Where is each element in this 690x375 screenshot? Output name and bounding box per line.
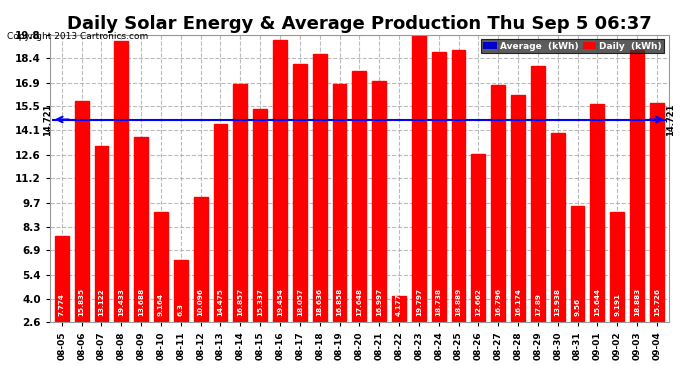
Bar xyxy=(75,101,88,366)
Bar xyxy=(273,40,287,366)
Text: 16.858: 16.858 xyxy=(337,288,342,316)
Bar xyxy=(511,95,525,366)
Bar xyxy=(610,212,624,366)
Text: 15.835: 15.835 xyxy=(79,288,85,316)
Text: 17.648: 17.648 xyxy=(356,288,362,316)
Bar xyxy=(95,146,108,366)
Bar xyxy=(591,104,604,366)
Text: 14.721: 14.721 xyxy=(43,103,52,136)
Text: 16.997: 16.997 xyxy=(376,288,382,316)
Text: 15.726: 15.726 xyxy=(654,288,660,316)
Text: 14.721: 14.721 xyxy=(667,103,676,136)
Bar xyxy=(55,236,69,366)
Text: Copyright 2013 Cartronics.com: Copyright 2013 Cartronics.com xyxy=(7,32,148,41)
Text: 4.177: 4.177 xyxy=(396,294,402,316)
Bar xyxy=(551,133,564,366)
Bar xyxy=(115,41,128,366)
Text: 7.774: 7.774 xyxy=(59,294,65,316)
Title: Daily Solar Energy & Average Production Thu Sep 5 06:37: Daily Solar Energy & Average Production … xyxy=(67,15,652,33)
Text: 9.191: 9.191 xyxy=(614,294,620,316)
Bar xyxy=(392,296,406,366)
Text: 6.3: 6.3 xyxy=(178,304,184,316)
Bar xyxy=(174,260,188,366)
Bar xyxy=(253,109,267,366)
Text: 15.644: 15.644 xyxy=(594,288,600,316)
Legend: Average  (kWh), Daily  (kWh): Average (kWh), Daily (kWh) xyxy=(481,39,664,54)
Bar xyxy=(650,103,664,366)
Bar xyxy=(154,213,168,366)
Bar xyxy=(372,81,386,366)
Text: 12.662: 12.662 xyxy=(475,288,482,316)
Text: 13.122: 13.122 xyxy=(99,289,104,316)
Bar xyxy=(353,70,366,366)
Text: 9.56: 9.56 xyxy=(575,298,580,316)
Bar xyxy=(194,197,208,366)
Bar xyxy=(630,50,644,366)
Bar xyxy=(491,85,505,366)
Text: 17.89: 17.89 xyxy=(535,294,541,316)
Text: 19.797: 19.797 xyxy=(416,288,422,316)
Text: 18.636: 18.636 xyxy=(317,288,323,316)
Bar xyxy=(293,64,307,366)
Text: 15.337: 15.337 xyxy=(257,289,263,316)
Bar xyxy=(412,34,426,366)
Text: 16.796: 16.796 xyxy=(495,288,501,316)
Text: 18.738: 18.738 xyxy=(435,288,442,316)
Bar xyxy=(471,154,485,366)
Bar xyxy=(135,137,148,366)
Text: 10.096: 10.096 xyxy=(197,288,204,316)
Bar xyxy=(432,53,446,366)
Bar xyxy=(313,54,326,366)
Bar xyxy=(333,84,346,366)
Text: 18.883: 18.883 xyxy=(634,288,640,316)
Bar xyxy=(531,66,545,366)
Text: 14.475: 14.475 xyxy=(217,289,224,316)
Text: 9.164: 9.164 xyxy=(158,294,164,316)
Text: 16.857: 16.857 xyxy=(237,288,244,316)
Text: 19.433: 19.433 xyxy=(118,289,124,316)
Text: 16.174: 16.174 xyxy=(515,289,521,316)
Bar xyxy=(451,50,466,366)
Bar xyxy=(213,124,228,366)
Text: 19.454: 19.454 xyxy=(277,288,283,316)
Text: 13.938: 13.938 xyxy=(555,288,561,316)
Text: 18.889: 18.889 xyxy=(455,288,462,316)
Text: 13.688: 13.688 xyxy=(138,288,144,316)
Bar xyxy=(233,84,247,366)
Bar xyxy=(571,206,584,366)
Text: 18.057: 18.057 xyxy=(297,288,303,316)
